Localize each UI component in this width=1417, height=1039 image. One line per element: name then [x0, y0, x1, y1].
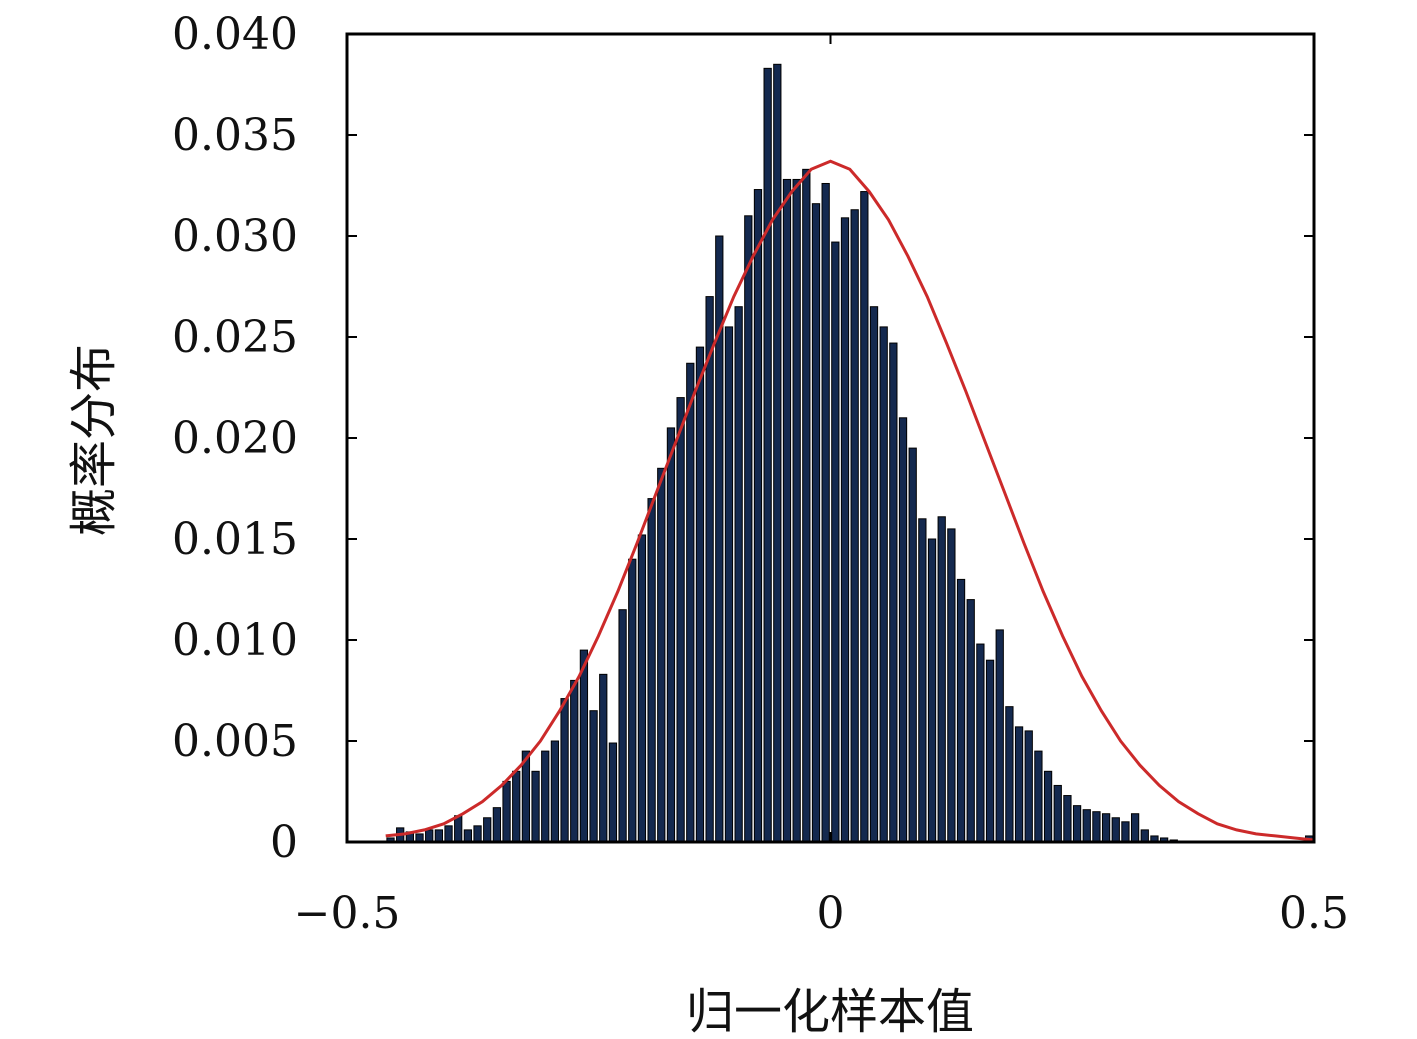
- fit-curve-layer: [385, 159, 1315, 842]
- histogram-bar: [463, 829, 473, 843]
- histogram-bar: [734, 306, 743, 843]
- y-tick-label: 0: [270, 817, 298, 868]
- histogram-bar: [473, 825, 482, 843]
- histogram-bar: [512, 770, 521, 843]
- histogram-bar: [879, 326, 888, 843]
- y-tick-label: 0.040: [172, 9, 298, 60]
- histogram-bar: [695, 346, 705, 843]
- histogram-bar: [1034, 750, 1043, 843]
- histogram-bar: [724, 326, 734, 843]
- histogram-bar: [966, 599, 975, 843]
- plot-frame: [345, 32, 1316, 844]
- histogram-bar: [1082, 809, 1091, 843]
- y-tick-label: 0.010: [172, 615, 298, 666]
- y-tick-label: 0.020: [172, 413, 298, 464]
- histogram-bar: [647, 498, 656, 843]
- histogram-bar: [869, 306, 879, 843]
- histogram-bar: [483, 817, 492, 843]
- histogram-bars: [386, 63, 1314, 843]
- histogram-bar: [1014, 726, 1024, 843]
- histogram-bar: [676, 397, 685, 843]
- histogram-bar: [811, 203, 821, 843]
- histogram-bar: [1111, 817, 1120, 843]
- histogram-bar: [792, 178, 801, 843]
- histogram-bar: [637, 534, 647, 843]
- histogram-bar: [454, 815, 463, 843]
- histogram-bar: [1072, 805, 1082, 843]
- y-tick-label: 0.005: [172, 716, 298, 767]
- histogram-bar: [666, 427, 676, 843]
- histogram-bar: [976, 643, 985, 843]
- y-tick-label: 0.015: [172, 514, 298, 565]
- histogram-bar: [831, 241, 840, 843]
- histogram-bar: [850, 209, 859, 843]
- histogram-bar: [492, 807, 502, 843]
- histogram-bar: [744, 215, 753, 843]
- histogram-bar: [657, 467, 666, 843]
- histogram-bar: [686, 362, 695, 843]
- histogram-bar: [802, 168, 811, 843]
- fit-curve-line: [385, 159, 1315, 842]
- histogram-bar: [821, 182, 830, 843]
- histogram-bar: [531, 770, 540, 843]
- histogram-bar: [889, 342, 898, 843]
- y-tick-label: 0.035: [172, 110, 298, 161]
- histogram-bar: [908, 447, 917, 843]
- histogram-bar: [444, 825, 453, 843]
- histogram-bar: [1092, 811, 1101, 843]
- histogram-bar: [550, 740, 560, 843]
- histogram-bar: [1130, 813, 1140, 843]
- axis-ticks: [346, 33, 1315, 843]
- histogram-bar: [560, 698, 569, 843]
- histogram-bar: [1053, 784, 1062, 843]
- histogram-bar: [773, 63, 782, 843]
- histogram-bar: [1063, 795, 1072, 843]
- histogram-bar: [599, 673, 608, 843]
- histogram-bar: [570, 679, 579, 843]
- x-tick-labels: −0.5 0 0.5: [294, 888, 1349, 939]
- histogram-bar: [918, 518, 927, 843]
- histogram-bar: [618, 609, 627, 843]
- histogram-bar: [860, 191, 869, 843]
- histogram-bar: [1101, 813, 1111, 843]
- histogram-bar: [608, 742, 618, 843]
- x-tick-label: 0.5: [1279, 888, 1349, 939]
- y-tick-label: 0.025: [172, 312, 298, 363]
- histogram-bar: [425, 829, 434, 843]
- histogram-bar: [579, 649, 589, 843]
- histogram-bar: [782, 178, 792, 843]
- histogram-bar: [753, 189, 763, 843]
- histogram-bar: [705, 296, 714, 843]
- histogram-bar: [947, 528, 956, 843]
- histogram-bar: [541, 750, 550, 843]
- histogram-bar: [628, 558, 637, 843]
- histogram-bar: [927, 538, 937, 843]
- histogram-bar: [1024, 730, 1033, 843]
- histogram-bar: [1140, 829, 1149, 843]
- histogram-bar: [434, 829, 444, 843]
- y-tick-label: 0.030: [172, 211, 298, 262]
- histogram-bar: [502, 780, 511, 843]
- histogram-bar: [937, 516, 946, 843]
- histogram-bar: [1005, 706, 1014, 843]
- y-axis-label: 概率分布: [66, 344, 122, 536]
- histogram-bar: [763, 67, 772, 843]
- x-axis-label: 归一化样本值: [686, 984, 974, 1039]
- histogram-bar: [898, 417, 908, 843]
- histogram-bar: [1121, 821, 1130, 843]
- x-tick-label: −0.5: [294, 888, 401, 939]
- x-tick-label: 0: [817, 888, 845, 939]
- histogram-bar: [956, 578, 966, 843]
- y-tick-labels: 0 0.005 0.010 0.015 0.020 0.025 0.030 0.035 0.04…: [172, 9, 298, 868]
- histogram-bar: [840, 217, 850, 843]
- histogram-bar: [589, 710, 598, 843]
- histogram-bar: [995, 629, 1004, 843]
- histogram-bar: [985, 659, 995, 843]
- histogram-bar: [1043, 770, 1053, 843]
